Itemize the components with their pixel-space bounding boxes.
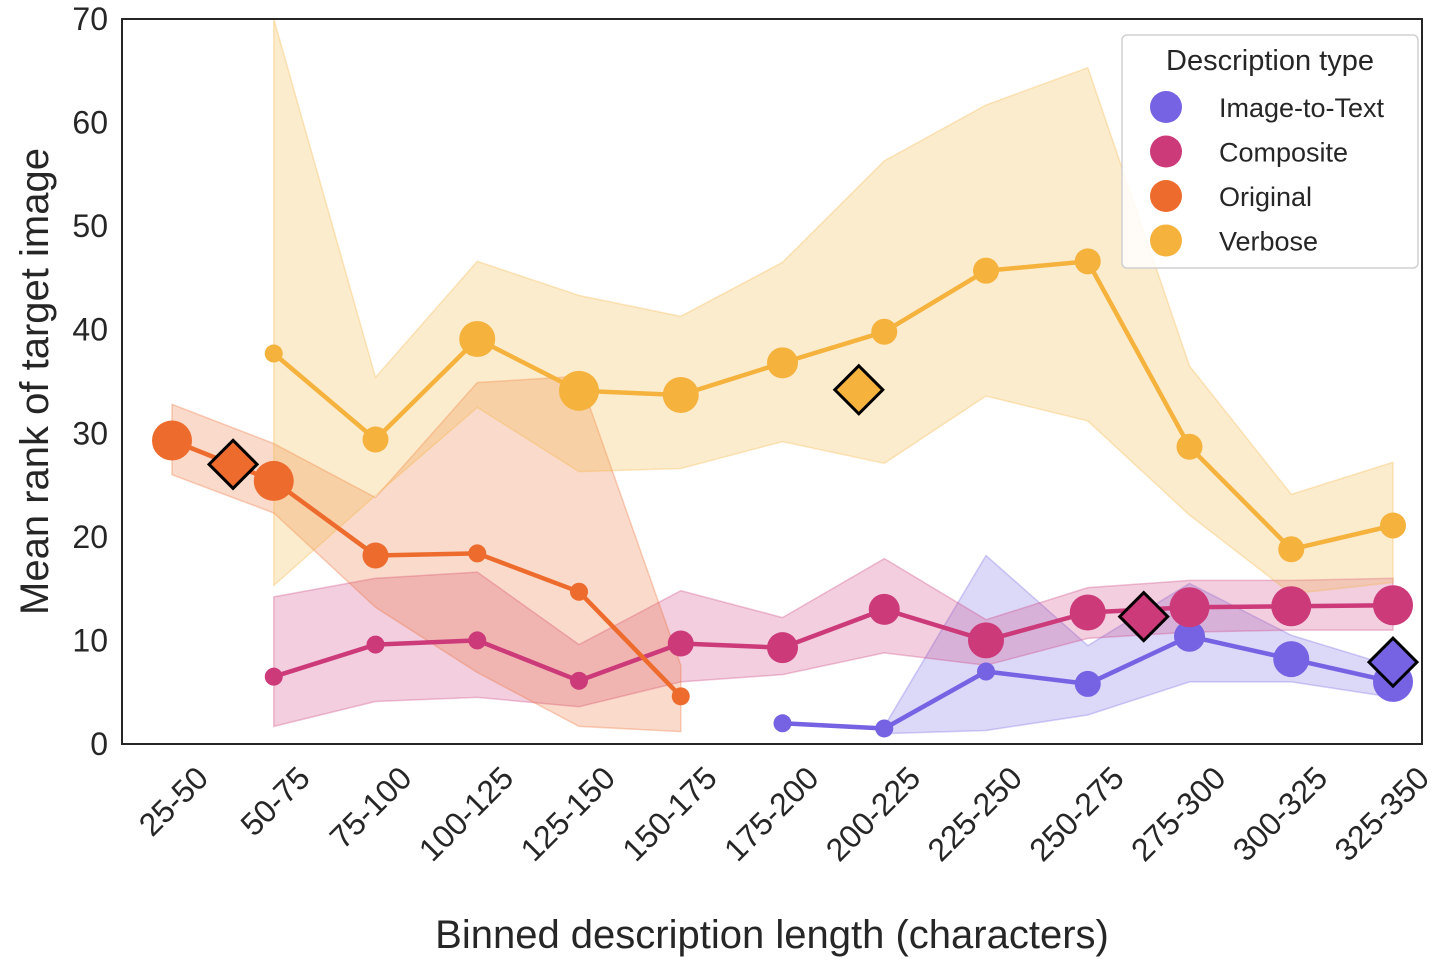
legend-marker-original <box>1150 180 1182 212</box>
band-verbose <box>273 18 1394 595</box>
point-verbose-275-300 <box>1176 433 1203 460</box>
legend-title: Description type <box>1166 45 1374 77</box>
mean-marker-original <box>206 438 260 491</box>
point-verbose-100-125 <box>459 321 496 358</box>
y-axis: 0 10 20 30 40 50 60 70 <box>72 1 108 762</box>
legend-label-composite: Composite <box>1219 138 1348 168</box>
point-verbose-325-350 <box>1380 512 1406 539</box>
y-tick-label-60: 60 <box>72 105 108 141</box>
point-composite-100-125 <box>468 631 487 650</box>
x-tick-label-150-175: 150-175 <box>615 760 723 868</box>
mean-marker-composite <box>1117 590 1170 643</box>
point-composite-50-75 <box>264 667 283 686</box>
point-verbose-225-250 <box>973 257 999 284</box>
point-verbose-250-275 <box>1074 248 1101 275</box>
x-tick-label-125-150: 125-150 <box>514 760 622 868</box>
x-tick-label-300-325: 300-325 <box>1226 760 1334 868</box>
point-image-to-text-300-325 <box>1273 641 1310 678</box>
y-tick-label-0: 0 <box>90 726 108 762</box>
point-original-150-175 <box>671 687 690 706</box>
legend-marker-image-to-text <box>1150 91 1182 123</box>
y-tick-label-50: 50 <box>72 208 108 244</box>
point-composite-75-100 <box>366 635 385 654</box>
legend-marker-verbose <box>1150 224 1182 257</box>
point-image-to-text-275-300 <box>1174 620 1205 652</box>
x-axis-title: Binned description length (characters) <box>435 913 1109 957</box>
series-mean-markers <box>206 363 1420 689</box>
legend-label-image-to-text: Image-to-Text <box>1219 93 1385 123</box>
point-original-25-50 <box>152 420 192 461</box>
point-verbose-150-175 <box>662 376 699 413</box>
x-axis: 25-50 50-75 75-100100-125125-150150-175175… <box>132 760 1436 868</box>
y-tick-label-30: 30 <box>72 415 108 451</box>
point-image-to-text-225-250 <box>977 662 995 681</box>
point-original-125-150 <box>570 582 588 601</box>
point-composite-125-150 <box>570 671 588 690</box>
point-original-75-100 <box>362 542 389 569</box>
y-tick-label-10: 10 <box>72 622 108 658</box>
plot-frame <box>121 18 1423 745</box>
point-composite-325-350 <box>1373 585 1413 626</box>
y-tick-label-40: 40 <box>72 312 108 348</box>
point-composite-200-225 <box>868 593 900 625</box>
point-verbose-175-200 <box>767 347 798 379</box>
x-tick-label-75-100: 75-100 <box>323 760 419 856</box>
line-verbose <box>271 259 1396 552</box>
point-image-to-text-200-225 <box>875 719 894 738</box>
y-tick-label-70: 70 <box>72 1 108 37</box>
x-tick-label-50-75: 50-75 <box>233 760 316 843</box>
point-composite-250-275 <box>1069 594 1106 631</box>
legend-box <box>1121 34 1419 269</box>
legend-marker-composite <box>1150 135 1182 168</box>
point-composite-225-250 <box>968 622 1004 659</box>
point-image-to-text-175-200 <box>773 714 792 733</box>
mean-marker-verbose <box>832 363 885 416</box>
mean-marker-image-to-text <box>1366 636 1420 689</box>
point-verbose-300-325 <box>1278 536 1305 563</box>
point-original-50-75 <box>253 460 294 501</box>
point-composite-275-300 <box>1169 587 1210 628</box>
x-tick-label-100-125: 100-125 <box>412 760 520 868</box>
legend: Description type Image-to-Text Composite O… <box>1121 34 1419 269</box>
y-tick-label-20: 20 <box>72 519 108 555</box>
legend-label-verbose: Verbose <box>1219 227 1318 257</box>
x-tick-label-25-50: 25-50 <box>132 760 215 843</box>
point-verbose-75-100 <box>362 426 389 453</box>
point-composite-300-325 <box>1271 586 1312 627</box>
point-verbose-200-225 <box>871 318 898 345</box>
x-tick-label-325-350: 325-350 <box>1328 760 1436 868</box>
point-original-100-125 <box>468 544 487 563</box>
x-tick-label-250-275: 250-275 <box>1022 760 1130 868</box>
x-tick-label-200-225: 200-225 <box>819 760 927 868</box>
point-verbose-125-150 <box>559 370 599 411</box>
x-tick-label-225-250: 225-250 <box>921 760 1029 868</box>
y-axis-title: Mean rank of target image <box>13 148 57 615</box>
x-tick-label-275-300: 275-300 <box>1124 760 1232 868</box>
point-image-to-text-250-275 <box>1074 670 1101 697</box>
x-tick-label-175-200: 175-200 <box>717 760 825 868</box>
band-composite <box>273 557 1394 728</box>
point-composite-175-200 <box>767 632 798 664</box>
legend-label-original: Original <box>1219 182 1312 212</box>
legend-items: Image-to-Text Composite Original Verbose <box>1150 91 1385 257</box>
point-verbose-50-75 <box>264 344 283 363</box>
point-composite-150-175 <box>667 630 694 657</box>
